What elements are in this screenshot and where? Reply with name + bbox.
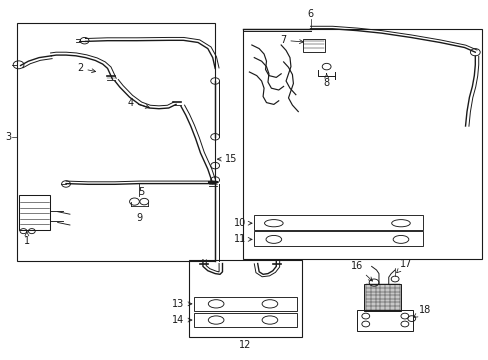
Bar	[194, 313, 296, 327]
Text: 15: 15	[217, 154, 237, 164]
Text: 8: 8	[323, 73, 329, 88]
Text: 6: 6	[307, 9, 313, 19]
Text: 9: 9	[136, 213, 142, 223]
Bar	[254, 231, 422, 246]
Bar	[364, 284, 400, 311]
Text: 18: 18	[413, 305, 431, 318]
Bar	[303, 39, 325, 52]
Bar	[243, 29, 481, 259]
Text: 2: 2	[78, 63, 96, 73]
Bar	[189, 260, 301, 337]
Text: 4: 4	[128, 98, 149, 108]
Text: 11: 11	[233, 234, 251, 244]
Text: 17: 17	[396, 258, 411, 273]
Text: 12: 12	[239, 339, 251, 350]
Text: 13: 13	[172, 299, 191, 309]
Bar	[19, 195, 50, 230]
Text: 7: 7	[280, 35, 303, 45]
Text: 10: 10	[233, 218, 251, 228]
Text: 16: 16	[350, 261, 372, 281]
Bar	[254, 215, 422, 230]
Text: 1: 1	[24, 232, 30, 246]
Bar	[356, 310, 412, 331]
Bar	[194, 297, 296, 311]
Text: 14: 14	[172, 315, 191, 325]
Text: 3: 3	[6, 132, 12, 142]
Text: 5: 5	[139, 186, 144, 197]
Bar	[17, 23, 215, 261]
